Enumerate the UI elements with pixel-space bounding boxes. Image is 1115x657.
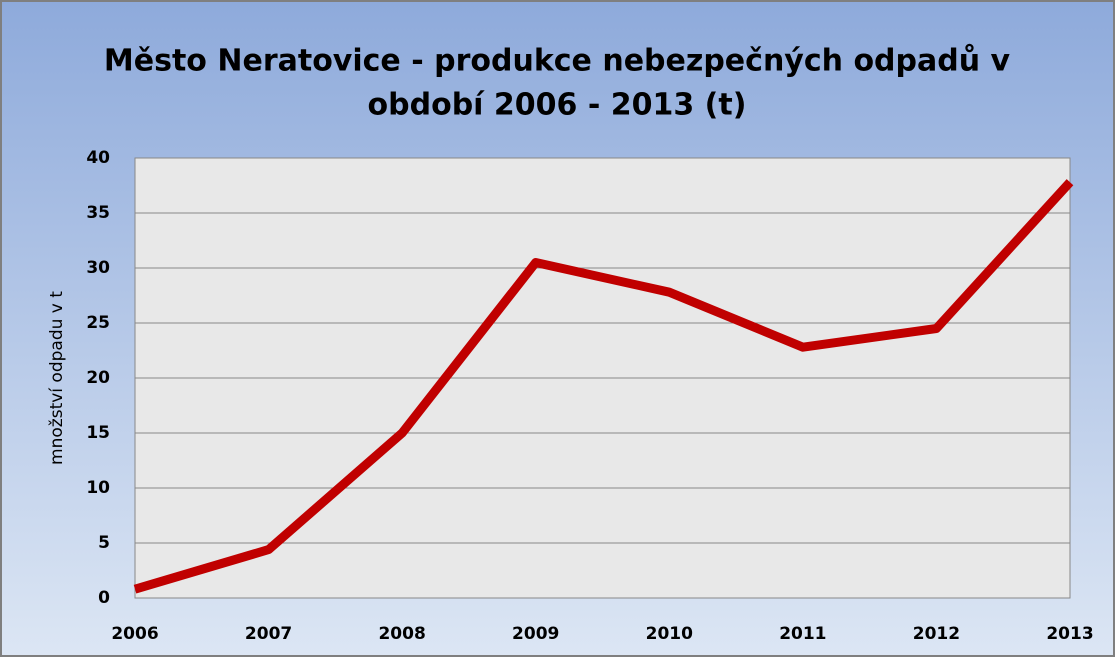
y-tick-label: 25 bbox=[86, 313, 110, 333]
y-tick-label: 30 bbox=[86, 258, 110, 278]
x-tick-label: 2013 bbox=[1046, 624, 1093, 644]
chart-title: období 2006 - 2013 (t) bbox=[368, 88, 747, 123]
y-tick-label: 20 bbox=[86, 368, 110, 388]
y-tick-label: 0 bbox=[98, 588, 110, 608]
y-tick-label: 15 bbox=[86, 423, 110, 443]
x-tick-label: 2011 bbox=[779, 624, 826, 644]
y-tick-label: 5 bbox=[98, 533, 110, 553]
x-tick-label: 2007 bbox=[245, 624, 292, 644]
y-tick-label: 35 bbox=[86, 203, 110, 223]
x-tick-label: 2009 bbox=[512, 624, 559, 644]
y-axis-label: množství odpadu v t bbox=[47, 291, 67, 465]
y-tick-label: 10 bbox=[86, 478, 110, 498]
x-tick-label: 2012 bbox=[913, 624, 960, 644]
x-tick-label: 2010 bbox=[646, 624, 693, 644]
data-line bbox=[133, 179, 1074, 594]
x-tick-label: 2006 bbox=[111, 624, 158, 644]
y-tick-label: 40 bbox=[86, 148, 110, 168]
x-tick-label: 2008 bbox=[378, 624, 425, 644]
chart-title: Město Neratovice - produkce nebezpečných… bbox=[104, 43, 1011, 79]
